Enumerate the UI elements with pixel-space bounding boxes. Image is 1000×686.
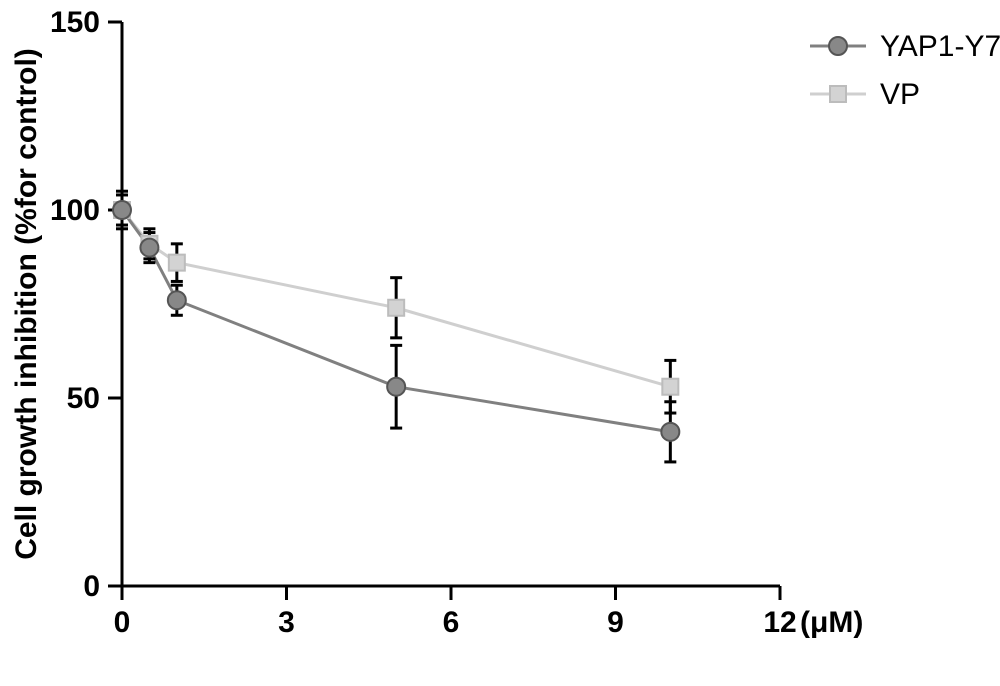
y-axis-title: Cell growth inhibition (%for control) (10, 48, 43, 560)
data-point (661, 423, 679, 441)
data-point (387, 378, 405, 396)
x-tick-label: 0 (114, 606, 131, 639)
data-point (140, 239, 158, 257)
plot-bg (0, 0, 1000, 686)
x-tick-label: 6 (443, 606, 460, 639)
data-point (113, 201, 131, 219)
data-point (662, 379, 678, 395)
legend-label: VP (880, 78, 920, 111)
y-tick-label: 100 (50, 194, 100, 227)
x-tick-label: 3 (278, 606, 295, 639)
legend-marker (829, 37, 847, 55)
chart-container: 0 50 100 150 0 3 6 9 12(μM) Cell growth inhibitio… (0, 0, 1000, 686)
x-tick-label: 9 (607, 606, 624, 639)
legend-marker (830, 86, 846, 102)
y-tick-label: 150 (50, 6, 100, 39)
y-tick-label: 0 (83, 570, 100, 603)
data-point (388, 300, 404, 316)
inhibition-line-chart: 0 50 100 150 0 3 6 9 12(μM) Cell growth inhibitio… (0, 0, 1000, 686)
data-point (169, 255, 185, 271)
y-tick-label: 50 (67, 382, 100, 415)
legend-label: YAP1-Y7 (880, 30, 1000, 63)
x-tick-label: 12 (763, 606, 796, 639)
data-point (168, 291, 186, 309)
x-unit-label: (μM) (800, 606, 863, 639)
